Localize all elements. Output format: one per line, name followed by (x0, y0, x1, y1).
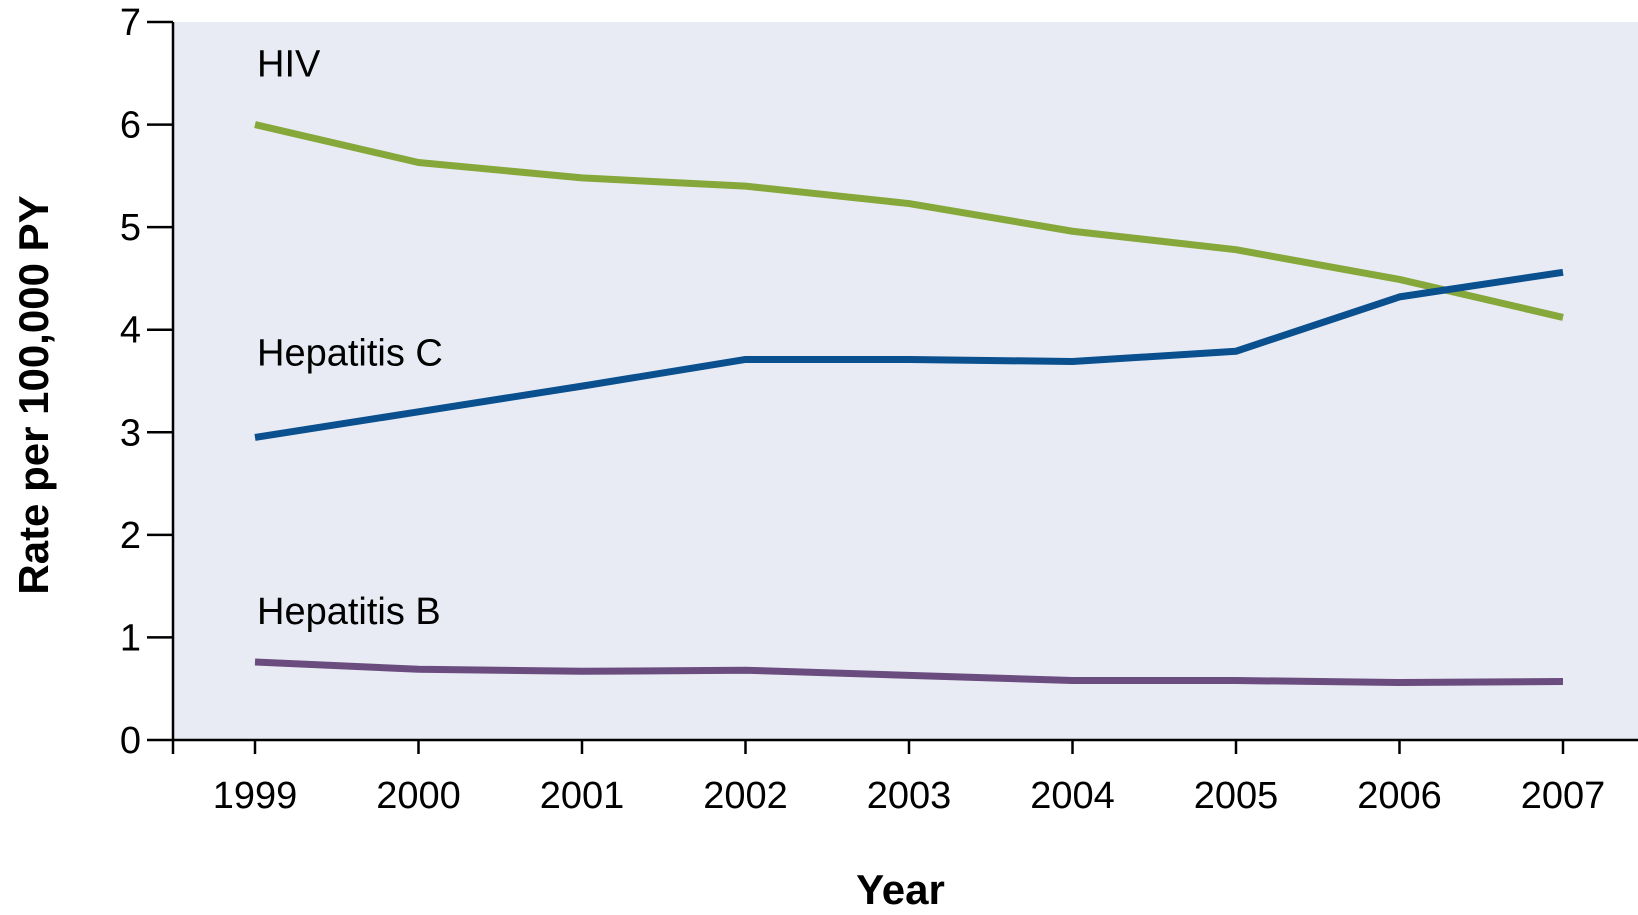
plot-area (173, 22, 1638, 740)
series-label-0: HIV (257, 44, 321, 86)
x-axis-ticks: 1999 2000 2001 2002 2003 2004 2005 2006 2007 (171, 740, 1606, 817)
x-tick-label: 2006 (1357, 775, 1442, 817)
series-line-2 (254, 658, 1564, 687)
y-tick-label: 2 (120, 515, 141, 557)
series-labels: HIV Hepatitis C Hepatitis B (257, 44, 443, 633)
y-axis-ticks: 0 1 2 3 4 5 6 7 (120, 2, 173, 762)
x-tick-label: 2000 (376, 775, 461, 817)
series-layer (254, 121, 1564, 687)
x-tick-label: 2005 (1194, 775, 1279, 817)
x-tick-label: 2003 (867, 775, 952, 817)
x-axis-title: Year (856, 866, 945, 910)
y-tick-label: 1 (120, 617, 141, 659)
y-tick-label: 6 (120, 105, 141, 147)
x-tick-label: 2007 (1521, 775, 1606, 817)
x-tick-label: 2002 (703, 775, 788, 817)
y-tick-label: 7 (120, 2, 141, 44)
series-label-2: Hepatitis B (257, 591, 441, 633)
y-tick-label: 0 (120, 720, 141, 762)
y-tick-label: 4 (120, 310, 141, 352)
x-tick-label: 1999 (213, 775, 298, 817)
series-label-1: Hepatitis C (257, 332, 443, 374)
y-tick-label: 5 (120, 207, 141, 249)
x-tick-label: 2001 (540, 775, 625, 817)
series-line-1 (254, 268, 1564, 441)
x-tick-label: 2004 (1030, 775, 1115, 817)
series-line-0 (254, 121, 1564, 321)
y-axis-title: Rate per 100,000 PY (10, 195, 57, 594)
y-tick-label: 3 (120, 412, 141, 454)
